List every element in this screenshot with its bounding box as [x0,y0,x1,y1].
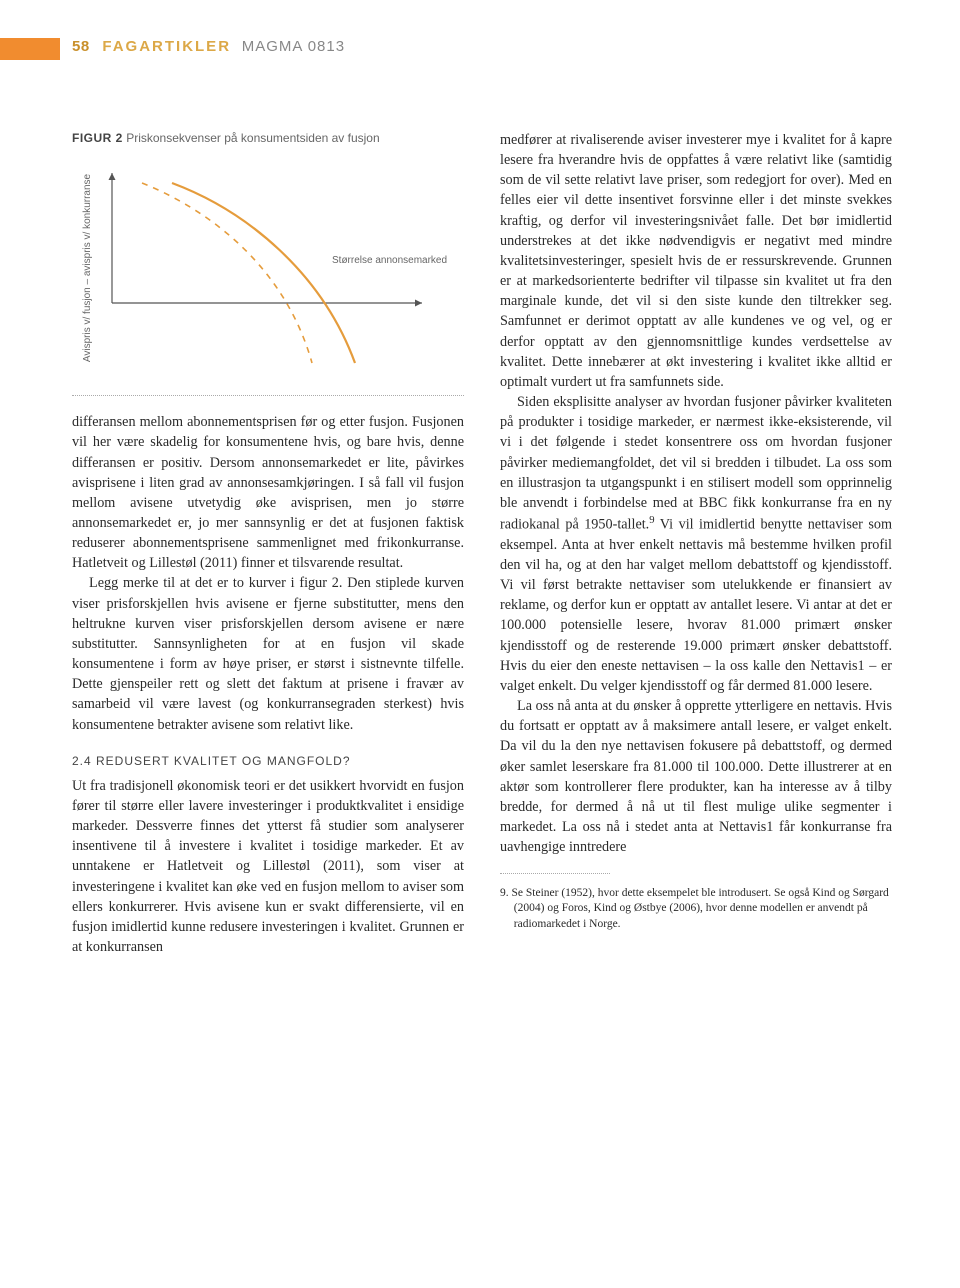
figure-ylabel: Avispris v/ fusjon – avispris v/ konkurr… [82,173,93,362]
left-column: FIGUR 2 Priskonsekvenser på konsumentsid… [72,130,464,1230]
figure-2: FIGUR 2 Priskonsekvenser på konsumentsid… [72,130,464,396]
page-number: 58 [72,38,90,55]
figure-caption: FIGUR 2 Priskonsekvenser på konsumentsid… [72,130,464,147]
para: Ut fra tradisjonell økonomisk teori er d… [72,776,464,957]
figure-label: FIGUR 2 [72,131,123,145]
text-columns: FIGUR 2 Priskonsekvenser på konsumentsid… [72,130,892,1230]
figure-xlabel: Størrelse annonsemarked [332,255,447,266]
figure-svg: Avispris v/ fusjon – avispris v/ konkurr… [72,153,464,383]
para-text: Vi vil imidlertid benytte nettaviser som… [500,517,892,694]
footnote-number: 9. [500,887,509,899]
figure-caption-text: Priskonsekvenser på konsumentsiden av fu… [126,131,379,145]
footnote: 9. Se Steiner (1952), hvor dette eksempe… [500,886,892,933]
subheading: 2.4 REDUSERT KVALITET OG MANGFOLD? [72,753,464,770]
para: differansen mellom abonnementsprisen før… [72,412,464,573]
para: medfører at rivaliserende aviser investe… [500,130,892,392]
right-column: medfører at rivaliserende aviser investe… [500,130,892,1230]
page: 58 FAGARTIKLER MAGMA 0813 FIGUR 2 Prisko… [0,0,960,1288]
para: La oss nå anta at du ønsker å opprette y… [500,696,892,857]
running-header: 58 FAGARTIKLER MAGMA 0813 [72,38,345,55]
footnote-text: Se Steiner (1952), hvor dette eksempelet… [512,887,889,930]
section-name: FAGARTIKLER [102,38,231,55]
para-text: Siden eksplisitte analyser av hvordan fu… [500,394,892,533]
magazine-issue: MAGMA 0813 [242,38,345,55]
para: Siden eksplisitte analyser av hvordan fu… [500,392,892,696]
footnote-separator [500,873,610,874]
para: Legg merke til at det er to kurver i fig… [72,573,464,734]
page-tab [0,38,60,60]
figure-separator [72,395,464,396]
